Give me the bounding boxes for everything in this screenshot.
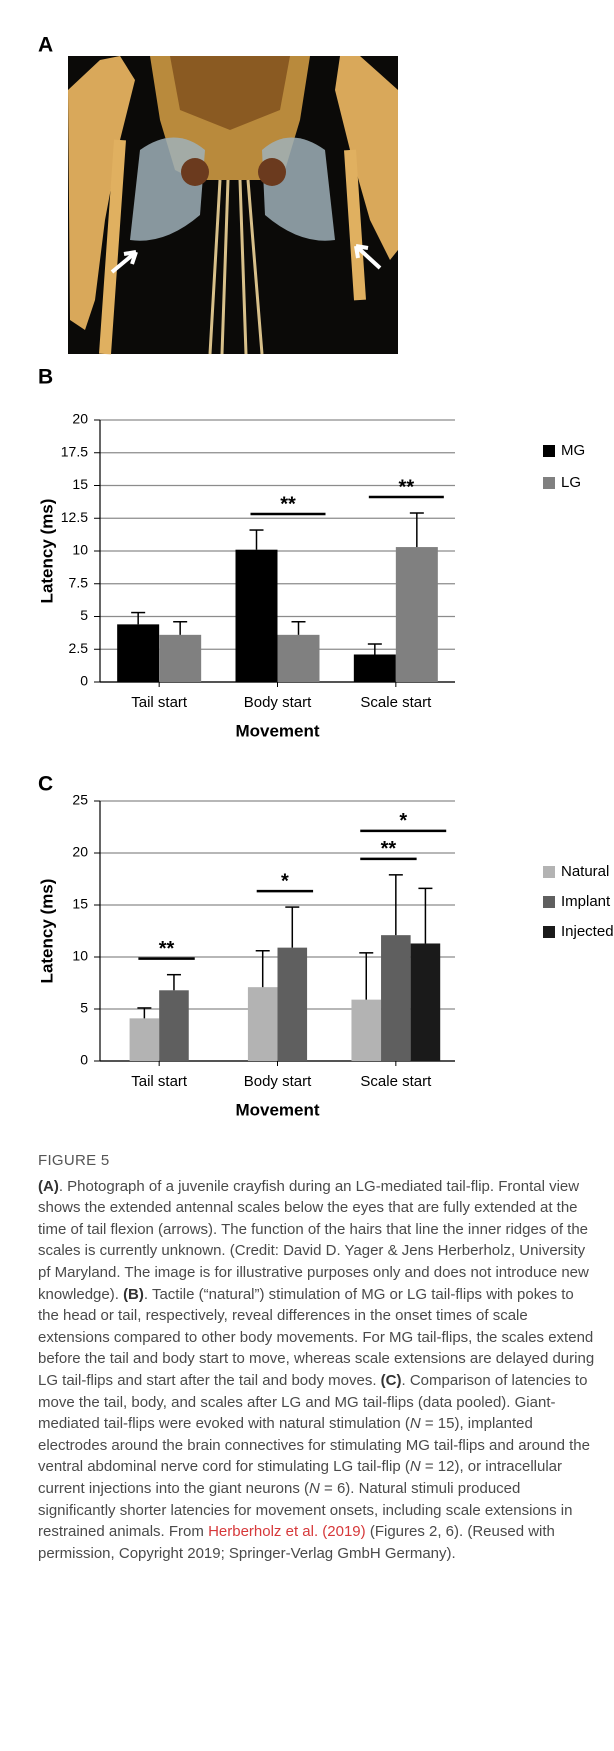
significance-label: ** xyxy=(159,938,175,960)
y-tick-label: 2.5 xyxy=(69,640,89,656)
legend-swatch xyxy=(543,896,555,908)
x-tick-label: Body start xyxy=(244,694,312,711)
legend-swatch xyxy=(543,477,555,489)
reference-link[interactable]: Herberholz et al. (2019) xyxy=(208,1523,366,1540)
caption-text: (A). Photograph of a juvenile crayfish d… xyxy=(38,1176,598,1565)
y-tick-label: 12.5 xyxy=(61,509,88,525)
bar xyxy=(130,1018,160,1061)
y-tick-label: 0 xyxy=(80,673,88,689)
bar xyxy=(159,635,201,682)
bar xyxy=(248,987,278,1061)
legend-label: LG xyxy=(561,474,581,491)
caption-segment: N xyxy=(309,1480,320,1497)
bar xyxy=(381,935,411,1061)
x-axis-label: Movement xyxy=(235,1100,319,1119)
bar xyxy=(117,624,159,682)
y-axis-label: Latency (ms) xyxy=(37,499,56,604)
caption-segment: (A) xyxy=(38,1178,59,1195)
y-tick-label: 0 xyxy=(80,1052,88,1068)
legend-label: Injected xyxy=(561,923,614,940)
panel-label: A xyxy=(38,34,53,57)
bar xyxy=(159,990,189,1061)
legend-swatch xyxy=(543,866,555,878)
legend-label: Natural xyxy=(561,863,609,880)
legend-label: MG xyxy=(561,442,585,459)
x-tick-label: Tail start xyxy=(131,1073,188,1090)
significance-label: * xyxy=(281,870,289,892)
x-tick-label: Body start xyxy=(244,1073,312,1090)
bar xyxy=(278,948,308,1061)
significance-label: ** xyxy=(381,838,397,860)
legend-label: Implant xyxy=(561,893,611,910)
caption-segment: . Photograph of a juvenile crayfish duri… xyxy=(38,1178,589,1303)
x-tick-label: Scale start xyxy=(360,1073,432,1090)
caption-segment: (B) xyxy=(123,1286,144,1303)
caption-segment: N xyxy=(410,1458,421,1475)
caption-segment: N xyxy=(410,1415,421,1432)
figure: A B 0 2.5 5 7.5 10 12.5 15 17.5 20 Latency (ms) Tai… xyxy=(0,0,614,1140)
bar xyxy=(354,654,396,682)
y-tick-label: 15 xyxy=(72,476,88,492)
bar xyxy=(411,943,441,1061)
significance-label: ** xyxy=(280,493,296,515)
figure-number: FIGURE 5 xyxy=(38,1150,598,1172)
y-tick-label: 7.5 xyxy=(69,574,89,590)
y-tick-label: 25 xyxy=(72,792,88,808)
x-tick-label: Scale start xyxy=(360,694,432,711)
y-tick-label: 17.5 xyxy=(61,443,88,459)
x-axis-label: Movement xyxy=(235,721,319,740)
bar xyxy=(396,547,438,682)
bar xyxy=(278,635,320,682)
y-tick-label: 20 xyxy=(72,411,88,427)
y-tick-label: 20 xyxy=(72,844,88,860)
significance-label: ** xyxy=(399,476,415,498)
y-tick-label: 5 xyxy=(80,607,88,623)
legend-swatch xyxy=(543,926,555,938)
y-axis-label: Latency (ms) xyxy=(37,879,56,984)
caption-segment: (C) xyxy=(381,1372,402,1389)
y-tick-label: 10 xyxy=(72,542,88,558)
y-tick-label: 5 xyxy=(80,1000,88,1016)
y-tick-label: 10 xyxy=(72,948,88,964)
photo xyxy=(68,56,398,354)
significance-label: * xyxy=(399,810,407,832)
y-tick-label: 15 xyxy=(72,896,88,912)
bar xyxy=(236,550,278,682)
panel-label: C xyxy=(38,773,53,796)
x-tick-label: Tail start xyxy=(131,694,188,711)
bar xyxy=(351,1000,381,1061)
page: {"panel_a": {"label": "A"}, "chart_data"… xyxy=(0,0,614,1751)
panel-label: B xyxy=(38,366,53,389)
legend-swatch xyxy=(543,445,555,457)
caption: FIGURE 5 (A). Photograph of a juvenile c… xyxy=(38,1150,598,1564)
